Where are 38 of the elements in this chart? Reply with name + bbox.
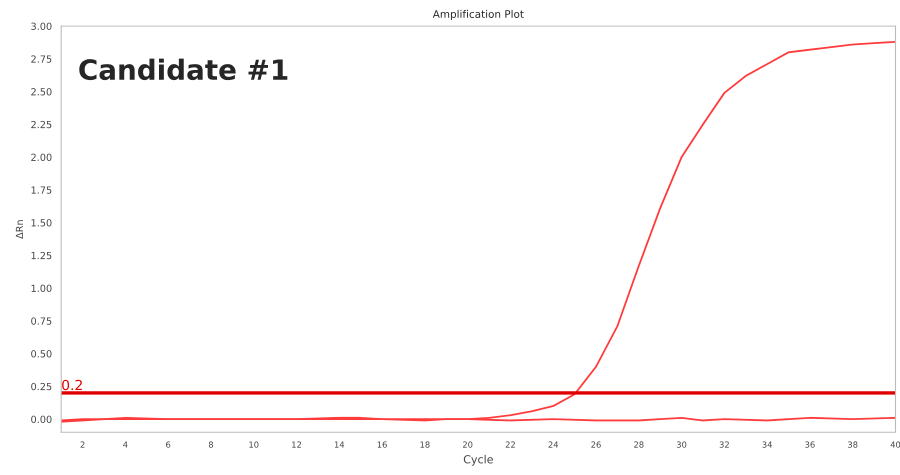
x-tick-label: 22 — [506, 441, 515, 448]
y-tick-label: 1.25 — [32, 252, 52, 260]
x-tick-label: 12 — [292, 441, 301, 448]
x-tick-label: 24 — [548, 441, 558, 448]
y-axis-title: ΔRn — [16, 220, 23, 239]
y-tick-label: 1.75 — [32, 186, 52, 194]
x-tick-label: 40 — [890, 441, 900, 448]
y-tick-label: 0.25 — [31, 382, 52, 390]
x-tick-label: 4 — [123, 442, 128, 448]
y-tick-label: 0.00 — [31, 416, 52, 423]
x-tick-label: 28 — [634, 441, 644, 448]
y-tick-label: 1.00 — [32, 284, 52, 292]
annotation: Candidate #1 — [79, 58, 288, 80]
y-tick-label: 1.50 — [32, 219, 52, 226]
chart-title: Amplification Plot — [432, 10, 524, 20]
y-tick-label: 3.00 — [31, 22, 52, 30]
y-tick-label: 0.50 — [31, 350, 52, 358]
y-tick-label: 2.50 — [31, 88, 52, 96]
x-tick-label: 32 — [720, 441, 729, 448]
x-axis-title: Cycle — [464, 454, 493, 466]
x-tick-label: 34 — [762, 441, 772, 448]
x-tick-label: 38 — [848, 441, 858, 448]
x-tick-label: 14 — [334, 442, 344, 448]
x-tick-label: 20 — [462, 441, 472, 448]
x-tick-label: 10 — [249, 441, 258, 448]
y-tick-label: 2.75 — [31, 55, 52, 63]
ref-line-label: 0.2 — [62, 380, 82, 390]
x-tick-label: 2 — [80, 441, 84, 448]
y-tick-label: 2.00 — [31, 154, 52, 161]
x-tick-label: 36 — [805, 441, 815, 448]
x-tick-label: 6 — [166, 441, 170, 448]
y-tick-label: 0.75 — [31, 317, 52, 325]
x-tick-label: 26 — [591, 441, 601, 448]
x-tick-label: 30 — [676, 441, 686, 448]
x-tick-label: 8 — [208, 441, 214, 448]
y-tick-label: 2.25 — [31, 120, 52, 128]
x-tick-label: 16 — [378, 441, 387, 448]
x-tick-label: 18 — [420, 441, 430, 448]
